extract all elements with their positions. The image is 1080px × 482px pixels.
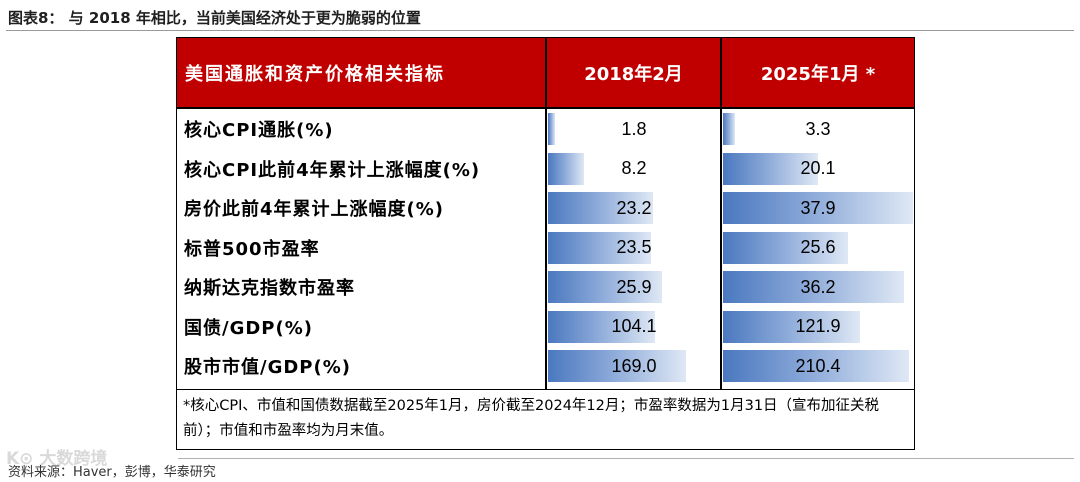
table-row: 股市市值/GDP(%) 169.0 210.4 [177,347,914,385]
header-2025: 2025年1月 * [760,63,876,85]
column-divider-1 [545,38,547,389]
cell-2018: 23.2 [548,190,720,226]
row-label: 标普500市盈率 [184,238,320,260]
cell-2018: 1.8 [548,111,720,147]
value-2018: 169.0 [611,355,657,376]
value-2018: 104.1 [611,316,657,336]
data-bar-2025 [723,310,860,343]
row-label: 核心CPI此前4年累计上涨幅度(%) [184,159,481,181]
cell-2025: 37.9 [723,190,913,226]
cell-2018: 25.9 [548,269,720,305]
value-2025: 20.1 [800,158,836,178]
value-2018: 8.2 [621,158,647,178]
value-2025: 210.4 [795,355,841,376]
data-bar-2018 [548,113,555,145]
row-label: 股市市值/GDP(%) [184,357,351,378]
table-row: 国债/GDP(%) 104.1 121.9 [177,308,914,346]
value-2025: 25.6 [800,237,836,257]
cell-2025: 210.4 [723,348,913,384]
row-label: 纳斯达克指数市盈率 [184,278,355,299]
value-2018: 25.9 [616,276,652,297]
column-divider-2 [720,38,722,389]
value-2025: 36.2 [800,276,836,297]
value-2025: 3.3 [805,118,831,139]
data-bar-2025 [723,231,848,264]
data-bar-2025 [723,113,735,145]
footer-divider [178,458,1074,459]
cell-2025: 3.3 [723,111,913,147]
data-bar-2025 [723,192,913,224]
table-row: 纳斯达克指数市盈率 25.9 36.2 [177,268,914,306]
cell-2018: 8.2 [548,151,720,187]
data-bar-2018 [548,350,686,382]
data-bar-2018 [548,152,584,185]
table-footnote: *核心CPI、市值和国债数据截至2025年1月，房价截至2024年12月；市盈率… [177,389,914,449]
indicator-table: 美国通胀和资产价格相关指标 2018年2月 2025年1月 * 核心CPI通胀(… [176,37,915,450]
table-row: 核心CPI此前4年累计上涨幅度(%) 8.2 20.1 [177,150,914,188]
data-bar-2018 [548,310,655,343]
value-2025: 121.9 [795,316,841,336]
table-row: 核心CPI通胀(%) 1.8 3.3 [177,110,914,148]
table-row: 标普500市盈率 23.5 25.6 [177,229,914,267]
value-2025: 37.9 [800,197,836,218]
title-divider [6,30,1074,31]
value-2018: 1.8 [621,118,647,139]
cell-2025: 36.2 [723,269,913,305]
row-label: 国债/GDP(%) [184,317,313,339]
source-note: 资料来源：Haver，彭博，华泰研究 [8,465,216,480]
cell-2025: 25.6 [723,230,913,266]
cell-2025: 20.1 [723,151,913,187]
header-2018: 2018年2月 [584,63,683,85]
data-bar-2018 [548,271,662,303]
header-indicator: 美国通胀和资产价格相关指标 [185,63,445,85]
value-2018: 23.5 [616,237,652,257]
cell-2018: 104.1 [548,309,720,345]
cell-2025: 121.9 [723,309,913,345]
data-bar-2025 [723,152,818,185]
data-bar-2025 [723,350,909,382]
cell-2018: 169.0 [548,348,720,384]
value-2018: 23.2 [616,197,652,218]
row-label: 房价此前4年累计上涨幅度(%) [184,199,445,220]
data-bar-2018 [548,231,651,264]
figure-title: 图表8： 与 2018 年相比，当前美国经济处于更为脆弱的位置 [8,9,421,27]
watermark-logo: K⊙ 大数跨境 [6,449,108,469]
row-label: 核心CPI通胀(%) [184,120,334,141]
data-bar-2018 [548,192,653,224]
data-bar-2025 [723,271,904,303]
cell-2018: 23.5 [548,230,720,266]
table-row: 房价此前4年累计上涨幅度(%) 23.2 37.9 [177,189,914,227]
